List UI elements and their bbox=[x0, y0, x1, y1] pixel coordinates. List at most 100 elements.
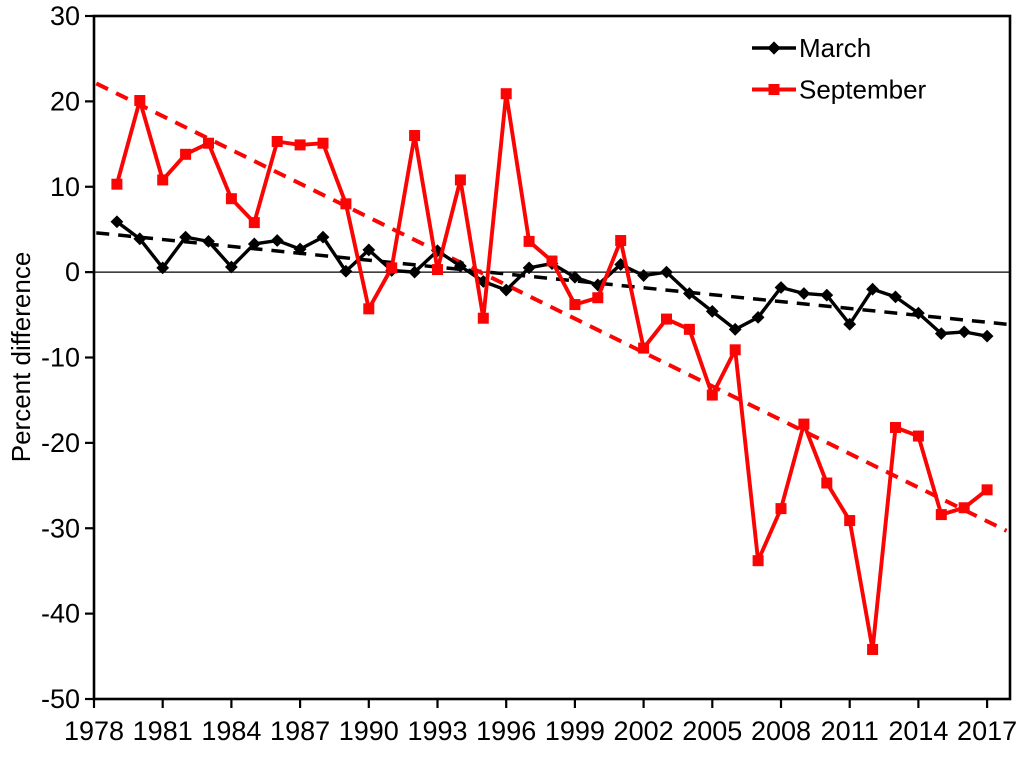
september-point-2000 bbox=[592, 292, 604, 304]
x-tick-label-1984: 1984 bbox=[201, 716, 261, 746]
march-point-2015 bbox=[934, 327, 948, 340]
september-point-2005 bbox=[706, 389, 718, 401]
x-tick-label-1978: 1978 bbox=[64, 716, 124, 746]
september-point-1989 bbox=[340, 198, 352, 210]
september-point-1985 bbox=[248, 217, 260, 229]
plot-border bbox=[92, 14, 1012, 701]
september-point-1994 bbox=[454, 174, 466, 186]
september-point-2007 bbox=[752, 555, 764, 567]
september-point-1986 bbox=[271, 136, 283, 148]
march-point-2009 bbox=[797, 287, 811, 300]
march-point-1980 bbox=[133, 232, 147, 246]
x-tick-label-2008: 2008 bbox=[751, 716, 811, 746]
march-point-1985 bbox=[247, 237, 261, 251]
march-point-1986 bbox=[270, 234, 284, 247]
september-point-1980 bbox=[134, 95, 146, 107]
september-point-2009 bbox=[798, 418, 810, 430]
march-point-1994 bbox=[454, 259, 467, 273]
x-tick-label-1981: 1981 bbox=[133, 716, 193, 746]
september-point-1996 bbox=[500, 88, 512, 100]
march-diamond-icon bbox=[767, 41, 781, 55]
trendline-march bbox=[96, 231, 1007, 326]
series-line-march bbox=[115, 220, 989, 338]
y-tick-label-0: 0 bbox=[65, 257, 80, 287]
y-tick-label--50: -50 bbox=[41, 684, 80, 714]
x-tick-label-2002: 2002 bbox=[614, 716, 674, 746]
september-point-2004 bbox=[683, 323, 695, 335]
september-point-1979 bbox=[111, 178, 123, 190]
x-tick-label-2005: 2005 bbox=[682, 716, 742, 746]
september-point-2010 bbox=[821, 477, 833, 489]
september-point-1982 bbox=[180, 148, 192, 160]
march-point-2006 bbox=[728, 322, 742, 336]
march-point-2010 bbox=[820, 288, 834, 302]
september-point-1998 bbox=[546, 255, 558, 267]
september-point-1993 bbox=[432, 264, 443, 276]
september-point-1981 bbox=[157, 174, 169, 186]
september-point-2016 bbox=[958, 502, 970, 514]
september-point-2011 bbox=[844, 515, 856, 527]
march-point-2007 bbox=[751, 310, 765, 324]
x-tick-label-2011: 2011 bbox=[821, 716, 879, 746]
september-point-2003 bbox=[661, 313, 672, 325]
september-point-1992 bbox=[409, 130, 421, 142]
y-tick-label-20: 20 bbox=[50, 86, 80, 116]
september-point-2013 bbox=[890, 422, 901, 434]
trend-lines bbox=[95, 81, 1008, 533]
september-point-1990 bbox=[363, 303, 375, 315]
september-point-2014 bbox=[912, 430, 924, 442]
september-point-2008 bbox=[775, 503, 787, 515]
trendline-september bbox=[95, 81, 1008, 533]
march-point-2011 bbox=[843, 317, 857, 331]
y-tick-label--40: -40 bbox=[41, 599, 80, 629]
legend-label-march: March bbox=[799, 33, 871, 63]
march-point-2005 bbox=[705, 304, 719, 318]
x-tick-label-2017: 2017 bbox=[957, 716, 1017, 746]
september-square-icon bbox=[768, 84, 780, 95]
march-point-1983 bbox=[202, 234, 215, 248]
y-tick-label--20: -20 bbox=[41, 428, 80, 458]
march-point-2016 bbox=[957, 325, 971, 339]
march-point-1987 bbox=[293, 242, 307, 256]
september-point-1991 bbox=[386, 262, 398, 274]
march-point-2003 bbox=[660, 265, 673, 279]
march-point-1990 bbox=[362, 243, 376, 257]
y-tick-label-30: 30 bbox=[50, 1, 80, 31]
y-tick-label-10: 10 bbox=[50, 172, 80, 202]
data-series bbox=[110, 88, 994, 655]
march-point-2012 bbox=[866, 282, 879, 296]
x-tick-label-1987: 1987 bbox=[270, 716, 330, 746]
x-tick-label-1996: 1996 bbox=[476, 716, 536, 746]
september-point-1988 bbox=[317, 137, 329, 149]
legend-entry-march: March bbox=[752, 33, 871, 63]
september-point-1983 bbox=[203, 137, 214, 149]
legend-entry-september: September bbox=[752, 75, 927, 105]
march-point-2014 bbox=[912, 306, 925, 320]
march-point-2008 bbox=[774, 281, 788, 294]
series-march bbox=[110, 215, 994, 343]
march-point-1996 bbox=[499, 283, 513, 297]
september-point-2015 bbox=[935, 509, 947, 521]
september-point-1987 bbox=[294, 139, 306, 151]
series-september bbox=[111, 88, 993, 655]
march-point-1982 bbox=[179, 230, 192, 244]
y-axis-title: Percent difference bbox=[6, 252, 36, 463]
series-line-september bbox=[114, 91, 990, 652]
march-point-2004 bbox=[683, 287, 696, 300]
march-point-2017 bbox=[980, 329, 994, 343]
march-point-1997 bbox=[522, 261, 536, 275]
september-point-1999 bbox=[569, 299, 581, 311]
september-point-1995 bbox=[477, 312, 489, 324]
september-point-1997 bbox=[523, 235, 535, 247]
september-point-2012 bbox=[867, 643, 879, 655]
march-point-1979 bbox=[110, 215, 124, 229]
september-point-1984 bbox=[225, 193, 237, 205]
y-tick-label--30: -30 bbox=[41, 513, 80, 543]
march-point-1988 bbox=[316, 230, 330, 244]
x-tick-label-2014: 2014 bbox=[888, 716, 948, 746]
march-point-2013 bbox=[889, 290, 902, 304]
march-point-1993 bbox=[431, 244, 444, 258]
y-tick-label--10: -10 bbox=[41, 343, 80, 373]
march-point-1989 bbox=[339, 264, 353, 278]
